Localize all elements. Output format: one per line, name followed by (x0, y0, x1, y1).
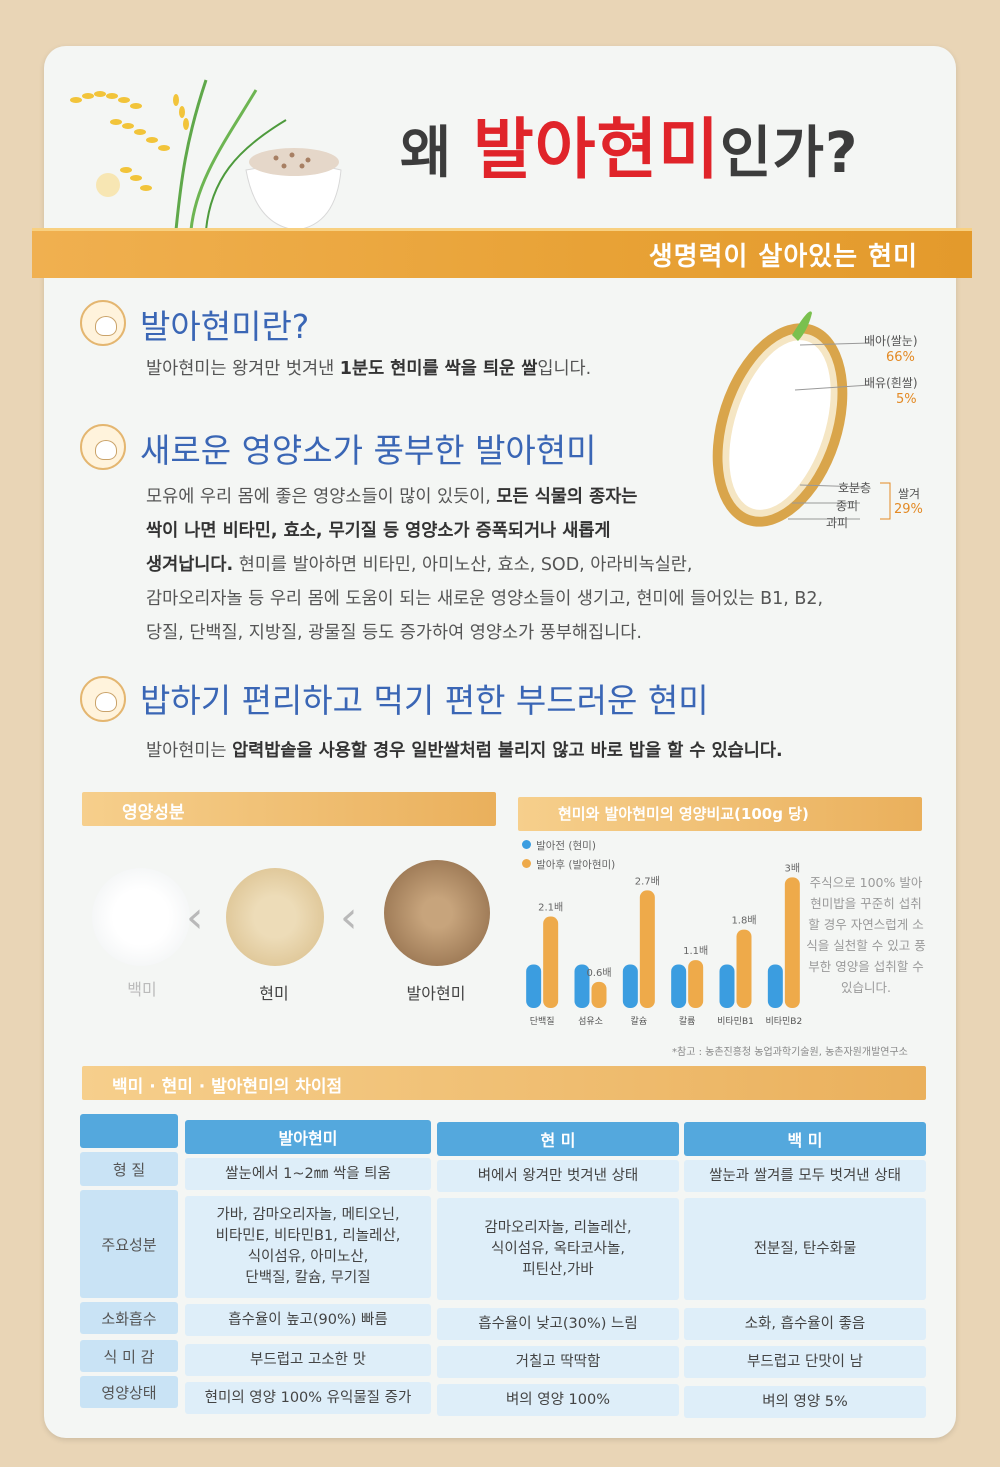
table-cell: 거칠고 딱딱함 (437, 1346, 679, 1378)
table-cell: 감마오리자놀, 리놀레산, 식이섬유, 옥타코사놀, 피틴산,가바 (437, 1198, 679, 1300)
category-label: 비타민B1 (717, 1016, 754, 1027)
table-cell: 흡수율이 높고(90%) 빠름 (185, 1304, 431, 1336)
comparison-title: 백미 · 현미 · 발아현미의 차이점 (112, 1077, 343, 1097)
layer-aleurone: 호분층 (838, 481, 872, 495)
table-cell: 벼의 영양 100% (437, 1384, 679, 1416)
bar-after (688, 960, 704, 1008)
table-cell: 가바, 감마오리자놀, 메티오닌, 비타민E, 비타민B1, 리놀레산, 식이섬… (185, 1196, 431, 1298)
section3-text: 발아현미는 압력밥솥을 사용할 경우 일반쌀처럼 불리지 않고 바로 밥을 할 … (146, 741, 783, 761)
section3-heading: 밥하기 편리하고 먹기 편한 부드러운 현미 (140, 681, 709, 720)
data-label: 2.1배 (538, 902, 563, 914)
bar-before (719, 964, 735, 1008)
section1-text: 발아현미는 왕겨만 벗겨낸 1분도 현미를 싹을 틔운 쌀입니다. (146, 359, 592, 379)
row-label: 주요성분 (80, 1190, 178, 1298)
nutrition-title: 영양성분 (122, 803, 185, 823)
bar-before (574, 964, 590, 1008)
chart-note: 주식으로 100% 발아현미밥을 꾸준히 섭취할 경우 자연스럽게 소식을 실천… (806, 875, 926, 995)
legend-before: 발아전 (현미) (536, 840, 596, 852)
table-cell: 벼에서 왕겨만 벗겨낸 상태 (437, 1160, 679, 1192)
brown-rice-caption: 현미 (259, 984, 289, 1003)
layer-seedcoat: 종피 (836, 499, 859, 513)
bar-after (784, 877, 800, 1008)
category-label: 단백질 (530, 1015, 555, 1027)
bar-after (736, 929, 752, 1008)
rice-grain-diagram (712, 311, 891, 527)
row-label: 식 미 감 (80, 1340, 178, 1372)
table-cell: 현미의 영양 100% 유익물질 증가 (185, 1382, 431, 1414)
germinated-rice-image (384, 860, 490, 966)
chevron-left-icon: ‹ (340, 892, 358, 943)
category-label: 비타민B2 (765, 1016, 802, 1027)
column-header: 발아현미 (185, 1120, 431, 1154)
germinated-rice-caption: 발아현미 (406, 984, 466, 1003)
section2-heading: 새로운 영양소가 풍부한 발아현미 (140, 431, 597, 470)
rice-mascot-icon (80, 676, 126, 722)
endosperm-label: 배유(흰쌀) (864, 376, 918, 390)
table-cell: 소화, 흡수율이 좋음 (684, 1308, 926, 1340)
rice-plant-illustration (70, 79, 342, 231)
bar-before (671, 964, 687, 1008)
table-cell: 쌀눈과 쌀겨를 모두 벗겨낸 상태 (684, 1160, 926, 1192)
column-header: 현 미 (437, 1122, 679, 1156)
legend-swatch-before (522, 840, 531, 849)
legend-after: 발아후 (발아현미) (536, 859, 616, 871)
chart-source: *참고 : 농촌진흥청 농업과학기술원, 농촌자원개발연구소 (672, 1047, 908, 1058)
white-rice-image (92, 868, 190, 966)
chart-title: 현미와 발아현미의 영양비교(100g 당) (558, 805, 809, 823)
rice-mascot-icon (80, 424, 126, 470)
banner-subtitle: 생명력이 살아있는 현미 (648, 242, 918, 272)
bar-before (767, 964, 783, 1008)
chart-legend: 발아전 (현미) 발아후 (발아현미) (522, 834, 615, 872)
table-cell: 흡수율이 낮고(30%) 느림 (437, 1308, 679, 1340)
table-header-blank (80, 1114, 178, 1148)
bar-after (543, 916, 559, 1008)
rice-mascot-icon (80, 300, 126, 346)
table-cell: 부드럽고 고소한 맛 (185, 1344, 431, 1376)
chevron-left-icon: ‹ (186, 892, 204, 943)
section1-heading: 발아현미란? (140, 307, 310, 346)
embryo-label: 배아(쌀눈) (864, 334, 918, 348)
title-banner (32, 228, 972, 278)
bran-label: 쌀겨 (898, 487, 921, 501)
row-label: 소화흡수 (80, 1302, 178, 1334)
nutrition-bar (82, 792, 496, 826)
data-label: 3배 (785, 862, 801, 874)
embryo-pct: 66% (886, 350, 915, 365)
bar-before (622, 964, 638, 1008)
category-label: 칼륨 (679, 1016, 696, 1027)
data-label: 0.6배 (586, 967, 611, 979)
row-label: 영양상태 (80, 1376, 178, 1408)
column-header: 백 미 (684, 1122, 926, 1156)
data-label: 1.8배 (731, 915, 756, 927)
row-label: 형 질 (80, 1152, 178, 1186)
table-cell: 부드럽고 단맛이 남 (684, 1346, 926, 1378)
table-cell: 쌀눈에서 1~2㎜ 싹을 틔움 (185, 1158, 431, 1190)
comparison-bar (82, 1066, 926, 1100)
brown-rice-image (226, 868, 324, 966)
table-cell: 벼의 영양 5% (684, 1386, 926, 1418)
data-label: 1.1배 (683, 945, 708, 957)
bar-before (526, 964, 542, 1008)
endosperm-pct: 5% (896, 392, 917, 407)
bran-pct: 29% (894, 502, 923, 517)
layer-pericarp: 과피 (826, 516, 849, 530)
white-rice-caption: 백미 (127, 980, 157, 999)
section2-text: 모유에 우리 몸에 좋은 영양소들이 많이 있듯이, 모든 식물의 종자는 싹이… (146, 487, 824, 643)
table-cell: 전분질, 탄수화물 (684, 1198, 926, 1300)
category-label: 칼슘 (631, 1016, 648, 1027)
legend-swatch-after (522, 859, 531, 868)
chart-title-bar (518, 797, 922, 831)
bar-after (639, 890, 655, 1008)
data-label: 2.7배 (635, 875, 660, 887)
bar-after (591, 981, 607, 1008)
page-title: 왜 발아현미인가? (400, 111, 859, 188)
category-label: 섬유소 (578, 1016, 603, 1027)
